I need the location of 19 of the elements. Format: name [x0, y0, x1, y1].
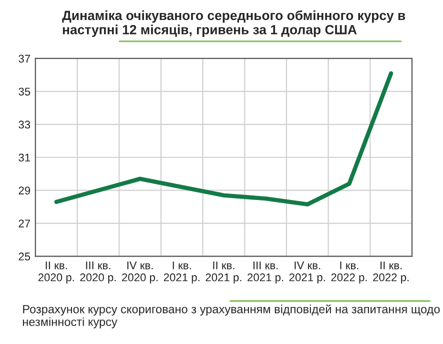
x-tick-label: III кв. 2021 р. — [248, 262, 284, 284]
y-tick-label: 35 — [18, 88, 30, 96]
y-tick-label: 33 — [18, 120, 30, 129]
text: Розрахунок курсу скориговано з урахуванням відповідей на запитання щодо незмінності курсу — [22, 304, 440, 328]
y-tick-label: 31 — [18, 154, 30, 162]
y-tick-label: 29 — [18, 186, 30, 194]
x-tick-label: III кв. 2020 р. — [80, 262, 116, 284]
y-tick-label: 27 — [18, 220, 30, 228]
x-tick-label: IV кв. 2021 р. — [289, 262, 325, 284]
x-tick-label: II кв. 2020 р. — [38, 262, 74, 284]
chart-title: Динаміка очікуваного середнього обмінного курсу в наступні 12 місяців, гривень за 1 долар США — [62, 10, 406, 37]
x-tick-label: IV кв. 2020 р. — [122, 262, 158, 284]
y-tick-label: 25 — [18, 252, 30, 260]
x-tick-label: I кв. 2021 р. — [164, 262, 200, 284]
x-tick-label: II кв. 2021 р. — [206, 262, 242, 284]
x-tick-label: II кв. 2022 р. — [373, 262, 409, 284]
y-tick-label: 37 — [18, 54, 30, 63]
line-series — [54, 71, 394, 206]
x-tick-label: I кв. 2022 р. — [331, 262, 367, 284]
